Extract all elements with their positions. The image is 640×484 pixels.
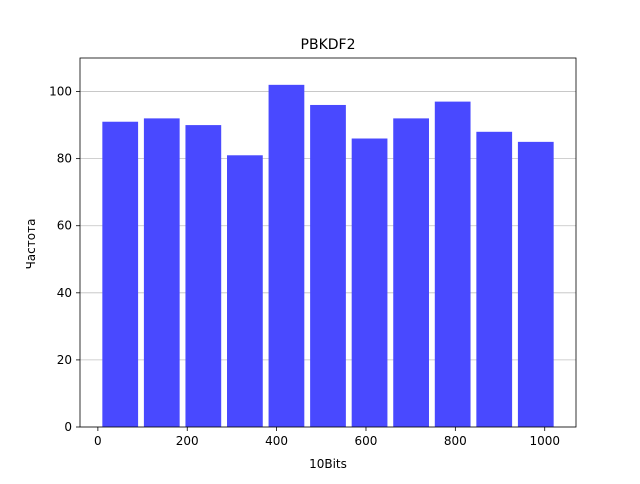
- bar: [143, 118, 180, 427]
- bar: [476, 131, 513, 428]
- y-axis-ticks: 0 20 40 60 80 100: [49, 85, 80, 434]
- bar: [310, 104, 346, 428]
- y-tick-label: 60: [57, 219, 72, 233]
- bar: [227, 155, 263, 428]
- y-tick-label: 40: [57, 286, 72, 300]
- y-tick-label: 80: [57, 152, 72, 166]
- chart-title: PBKDF2: [301, 37, 356, 53]
- x-axis-label: 10Bits: [309, 457, 347, 471]
- y-axis-label: Частота: [24, 219, 38, 270]
- bar: [268, 84, 305, 427]
- x-tick-label: 1000: [529, 434, 560, 448]
- x-tick-label: 600: [355, 434, 378, 448]
- x-tick-label: 0: [94, 434, 102, 448]
- bar: [185, 125, 222, 427]
- bars: [102, 84, 554, 428]
- bar: [102, 121, 139, 428]
- x-tick-label: 800: [444, 434, 467, 448]
- plot-frame: [79, 57, 577, 428]
- bar: [434, 101, 471, 427]
- bar: [393, 118, 429, 427]
- x-tick-label: 400: [265, 434, 288, 448]
- y-tick-label: 0: [64, 420, 72, 434]
- y-tick-label: 100: [49, 85, 72, 99]
- x-axis-ticks: 0 200 400 600 800 1000: [94, 427, 560, 448]
- y-tick-label: 20: [57, 353, 72, 367]
- bar: [517, 141, 554, 427]
- bar: [351, 138, 388, 427]
- x-tick-label: 200: [176, 434, 199, 448]
